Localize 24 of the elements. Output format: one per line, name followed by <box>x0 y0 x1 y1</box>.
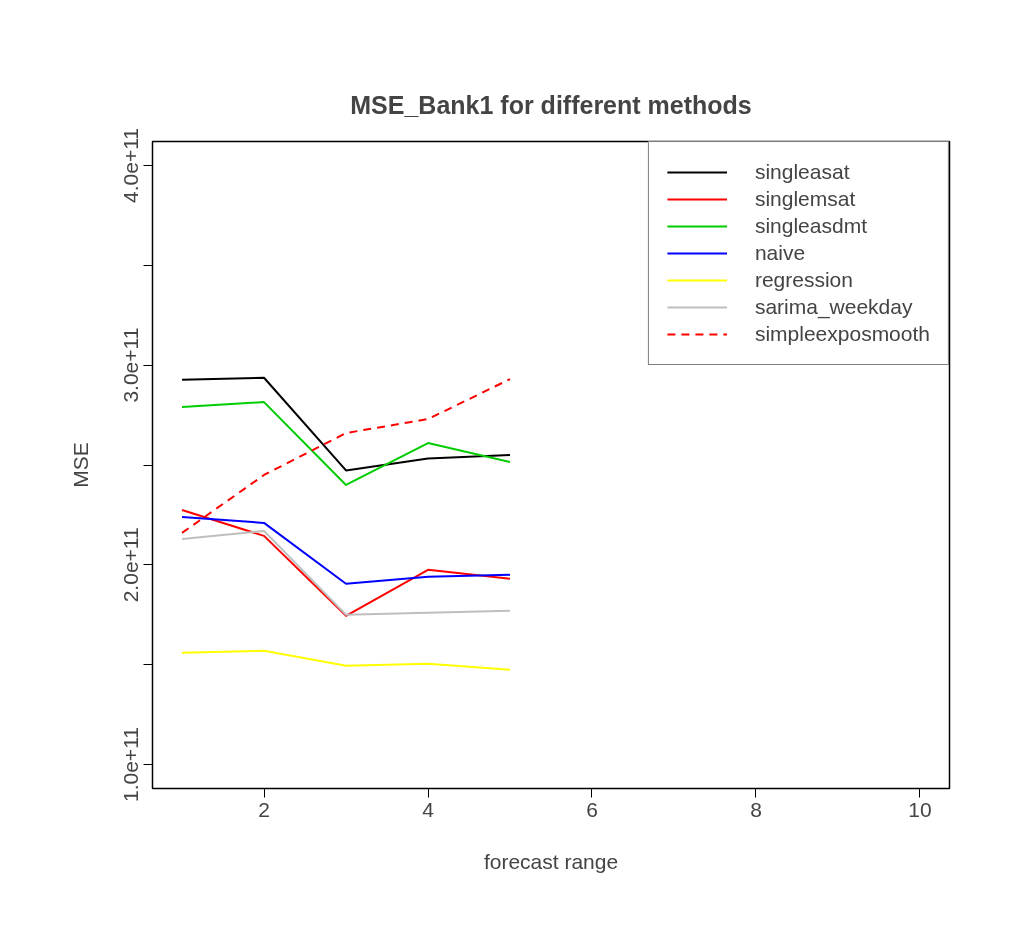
x-axis-title: forecast range <box>483 849 619 873</box>
y-tick-label: 1.0e+11 <box>119 727 143 802</box>
legend-label: sarima_weekday <box>754 295 913 319</box>
x-tick-label: 2 <box>258 797 270 821</box>
legend-label: regression <box>754 268 853 292</box>
y-tick-label: 2.0e+11 <box>119 527 143 603</box>
x-tick-label: 6 <box>586 797 598 821</box>
legend-label: naive <box>754 241 806 265</box>
chart-title: MSE_Bank1 for different methods <box>350 91 752 119</box>
line-series <box>181 401 511 486</box>
legend-label: simpleexposmooth <box>754 322 930 346</box>
x-tick-label: 4 <box>422 797 435 821</box>
y-tick-label: 4.0e+11 <box>119 127 143 203</box>
y-tick-label: 3.0e+11 <box>119 327 143 403</box>
line-series <box>181 529 511 616</box>
line-series <box>181 376 511 472</box>
x-tick-label: 10 <box>908 797 932 821</box>
x-tick-label: 8 <box>750 797 762 821</box>
line-series <box>181 649 511 671</box>
legend-label: singleasat <box>754 160 850 184</box>
y-axis-title: MSE <box>68 442 92 488</box>
legend-label: singleasdmt <box>754 214 867 238</box>
legend-label: singlemsat <box>754 187 856 211</box>
line-series <box>181 515 511 585</box>
